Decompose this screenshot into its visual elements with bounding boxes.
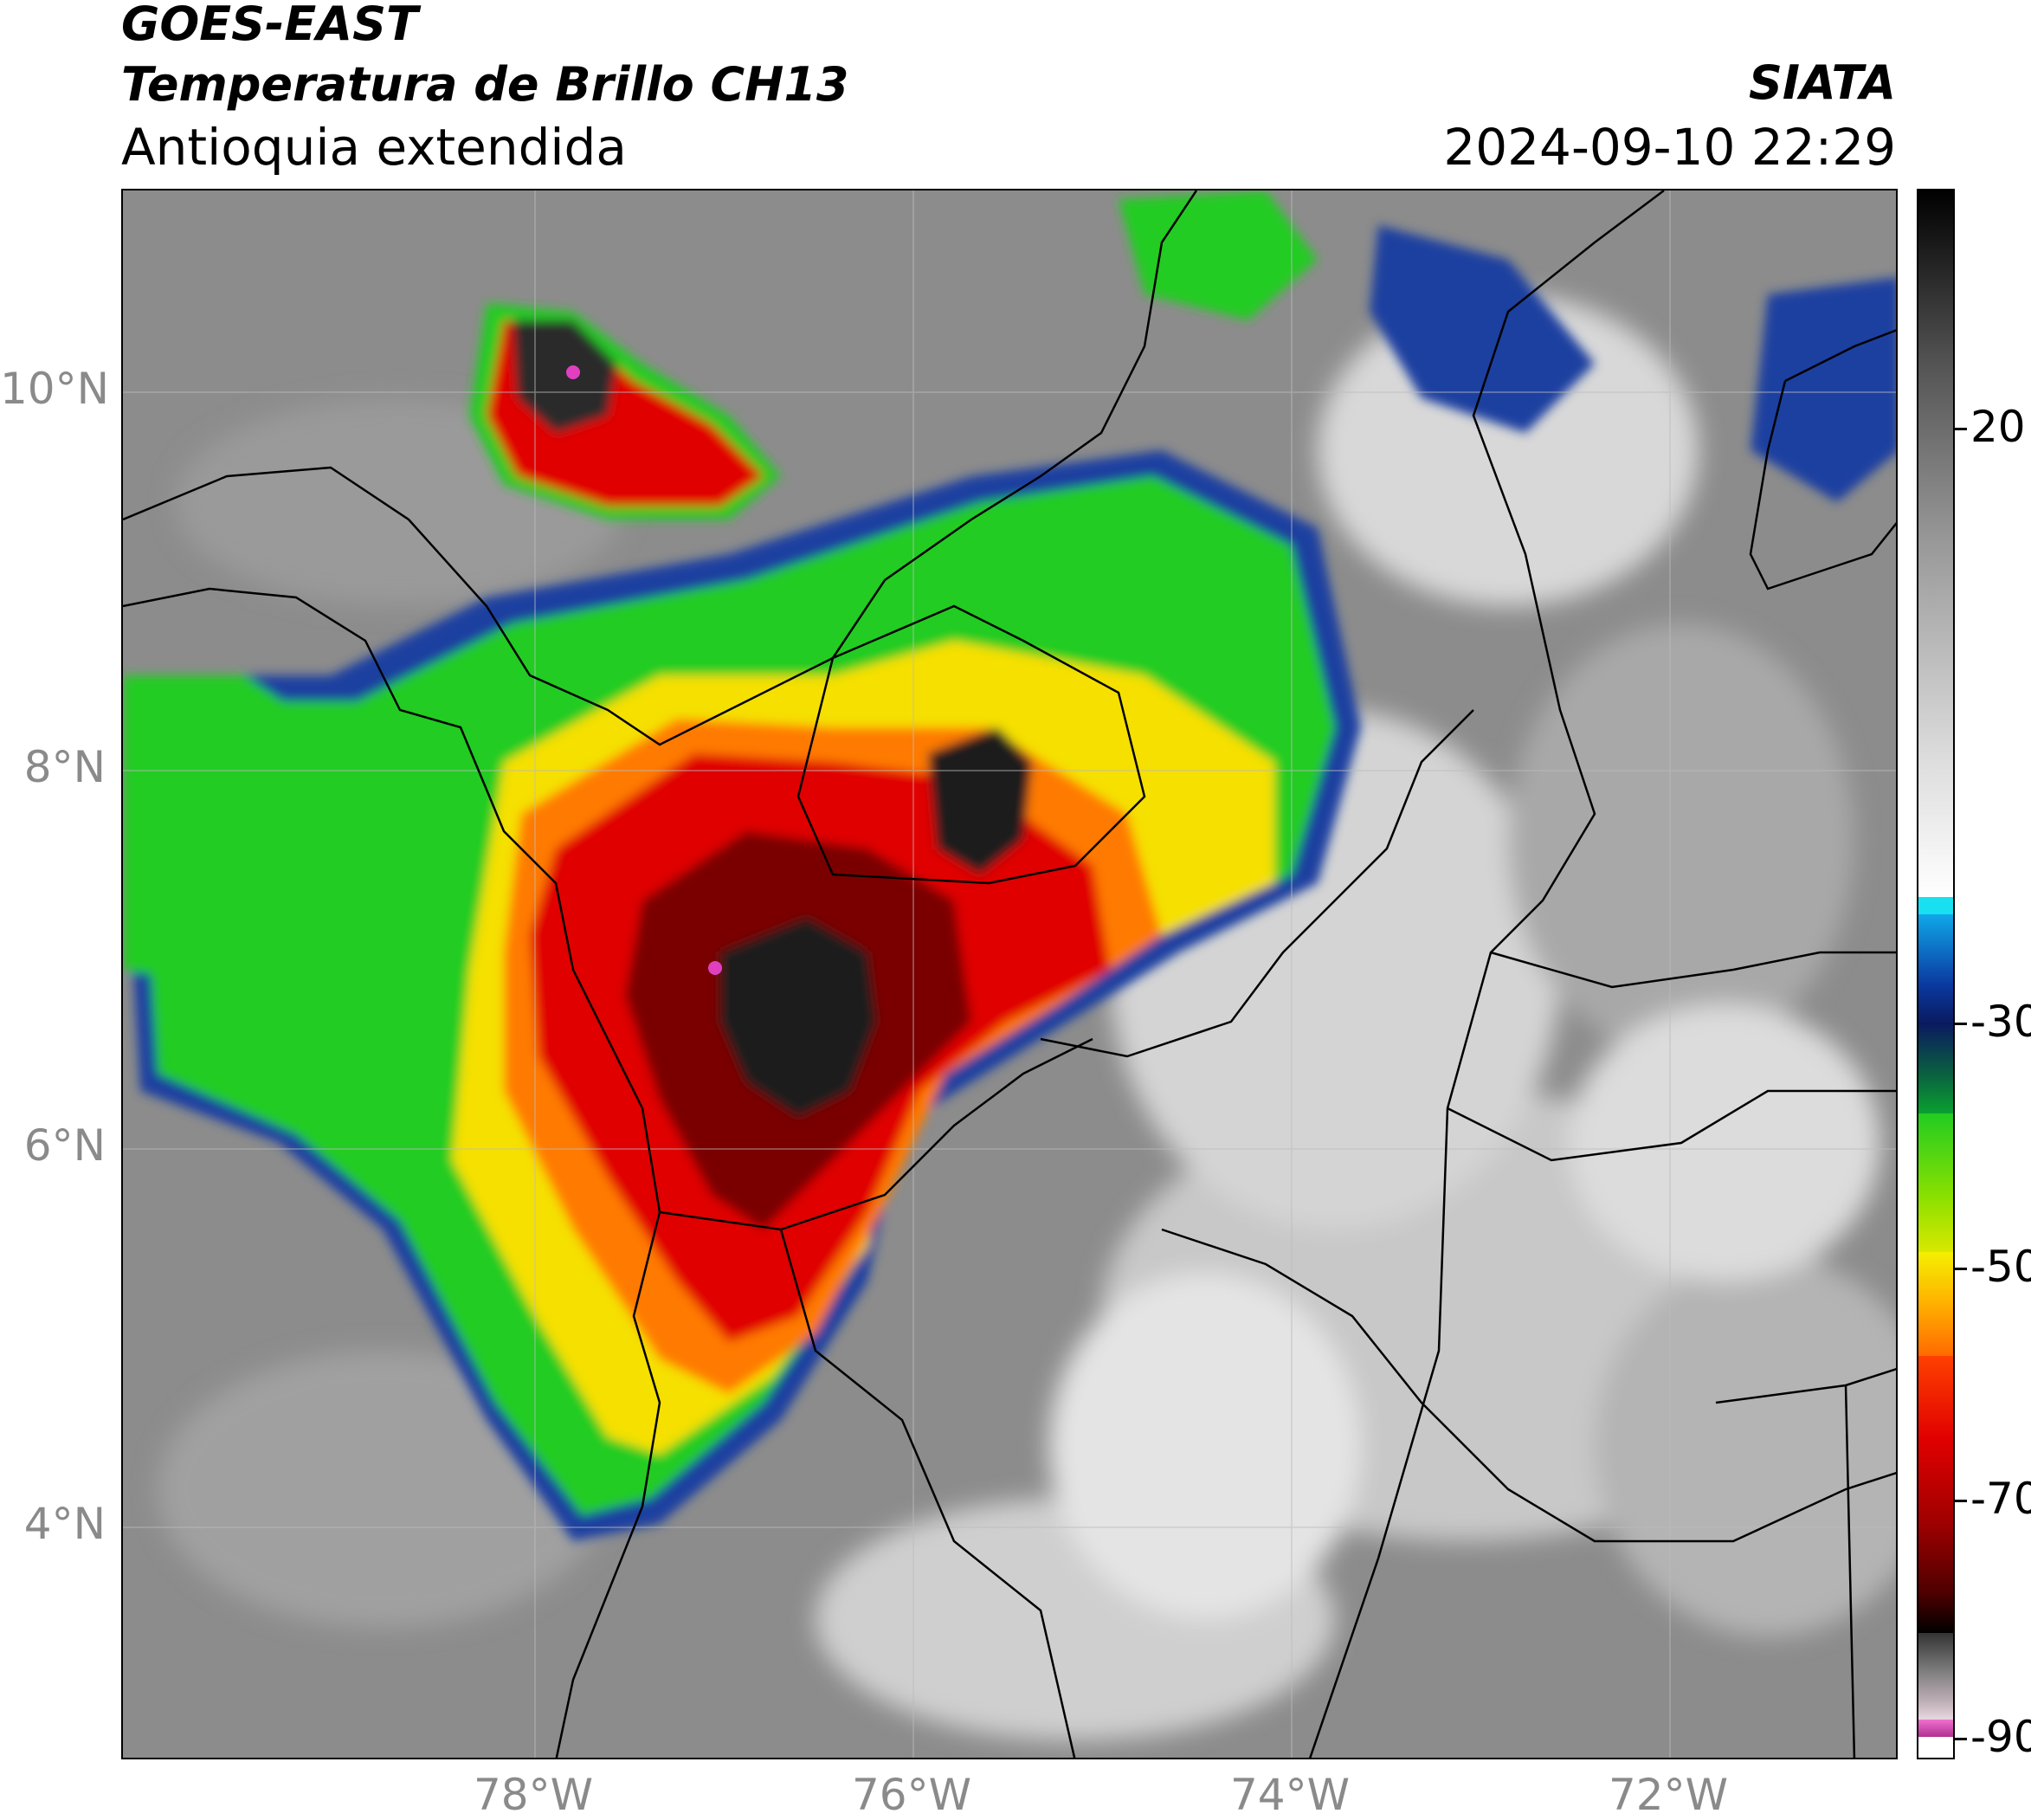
colorbar-blue-segment — [1918, 914, 1953, 1113]
colorbar-tick-neg30 — [1955, 1023, 1967, 1025]
cold-tops — [566, 365, 722, 975]
lon-tick-78: 78°W — [473, 1770, 594, 1820]
satellite-map — [121, 189, 1898, 1759]
cold-top-central — [708, 961, 722, 975]
political-boundaries — [123, 190, 1896, 1758]
satellite-title: GOES-EAST — [121, 0, 418, 51]
colorbar-yellow-segment — [1918, 1252, 1953, 1356]
colorbar-white-segment — [1918, 1737, 1953, 1758]
product-title: Temperatura de Brillo CH13 — [121, 57, 849, 112]
colorbar-red-segment — [1918, 1356, 1953, 1633]
colorbar-dark-segment — [1918, 1633, 1953, 1720]
colorbar-label-neg50: -50 — [1970, 1242, 2031, 1292]
lon-tick-74: 74°W — [1229, 1770, 1351, 1820]
convective-clouds — [123, 190, 1896, 1541]
lon-tick-72: 72°W — [1608, 1770, 1729, 1820]
colorbar-tick-neg50 — [1955, 1268, 1967, 1270]
colorbar-label-20: 20 — [1970, 402, 2026, 452]
colorbar-gray-segment — [1918, 190, 1953, 897]
lat-tick-6: 6°N — [23, 1120, 106, 1171]
brightness-temperature-field — [123, 190, 1896, 1758]
lon-tick-76: 76°W — [851, 1770, 972, 1820]
colorbar-tick-neg70 — [1955, 1500, 1967, 1502]
colorbar-label-neg30: -30 — [1970, 997, 2031, 1047]
colorbar — [1917, 189, 1955, 1759]
colorbar-green-segment — [1918, 1113, 1953, 1252]
colorbar-tick-20 — [1955, 428, 1967, 430]
lat-tick-4: 4°N — [23, 1499, 106, 1549]
region-subtitle: Antioquia extendida — [121, 118, 627, 177]
lat-tick-10: 10°N — [0, 364, 110, 414]
agency-label: SIATA — [1748, 55, 1896, 110]
colorbar-label-neg70: -70 — [1970, 1474, 2031, 1524]
colorbar-pink-segment — [1918, 1720, 1953, 1737]
lat-tick-8: 8°N — [23, 742, 106, 792]
datetime-label: 2024-09-10 22:29 — [1443, 118, 1896, 177]
colorbar-cyan-segment — [1918, 897, 1953, 914]
colorbar-label-neg90: -90 — [1970, 1712, 2031, 1762]
cold-top-north — [566, 365, 580, 379]
graticule — [123, 190, 1896, 1758]
colorbar-tick-neg90 — [1955, 1738, 1967, 1740]
